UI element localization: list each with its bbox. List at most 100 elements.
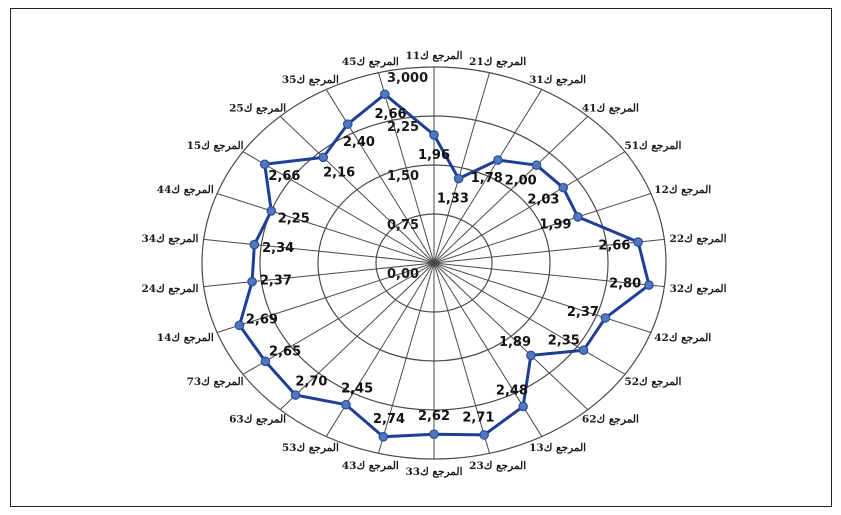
data-label: 2,70 bbox=[295, 375, 327, 390]
category-label: المرجع ك21 bbox=[469, 56, 526, 68]
category-label: المرجع ك33 bbox=[406, 466, 463, 478]
spoke-10 bbox=[433, 262, 626, 375]
spoke-22 bbox=[216, 193, 435, 264]
data-point bbox=[493, 155, 503, 165]
data-label: 2,66 bbox=[268, 169, 300, 184]
spoke-20 bbox=[203, 262, 435, 288]
spoke-24 bbox=[279, 115, 435, 264]
data-point bbox=[378, 432, 389, 442]
category-label: المرجع ك62 bbox=[582, 414, 639, 426]
data-label: 2,45 bbox=[341, 382, 373, 397]
category-label: المرجع ك51 bbox=[624, 140, 681, 152]
spoke-5 bbox=[433, 151, 626, 264]
data-label: 2,03 bbox=[527, 193, 559, 208]
category-label: المرجع ك73 bbox=[187, 376, 244, 388]
data-label: 1,33 bbox=[437, 191, 469, 206]
data-label: 2,65 bbox=[269, 344, 301, 359]
radial-tick-label: 1,50 bbox=[387, 169, 419, 184]
spoke-17 bbox=[279, 262, 435, 411]
category-label: المرجع ك53 bbox=[282, 442, 339, 454]
spoke-23 bbox=[242, 151, 435, 264]
data-point bbox=[633, 237, 644, 247]
spoke-11 bbox=[433, 262, 589, 411]
data-point bbox=[247, 276, 257, 287]
category-label: المرجع ك13 bbox=[529, 442, 586, 454]
radial-tick-label: 0,75 bbox=[387, 218, 419, 233]
radial-tick-label: 2,25 bbox=[387, 120, 419, 135]
data-point bbox=[429, 429, 439, 439]
spoke-19 bbox=[216, 262, 435, 333]
data-label: 2,71 bbox=[462, 410, 494, 425]
spoke-26 bbox=[377, 72, 435, 264]
spoke-13 bbox=[433, 262, 491, 454]
spoke-7 bbox=[433, 238, 665, 264]
data-point bbox=[266, 206, 277, 216]
category-label: المرجع ك44 bbox=[157, 184, 214, 196]
data-point bbox=[558, 182, 568, 193]
data-point bbox=[578, 345, 589, 356]
radar-chart: 0,00 0,75 1,50 2,25 3,000 المرجع ك11 المرجع ك2… bbox=[141, 50, 727, 478]
spoke-25 bbox=[325, 89, 435, 264]
spoke-21 bbox=[203, 238, 435, 264]
data-label: 1,89 bbox=[499, 335, 531, 350]
category-label: المرجع ك31 bbox=[529, 74, 586, 86]
category-label: المرجع ك35 bbox=[282, 74, 339, 86]
data-point bbox=[234, 320, 245, 331]
category-label: المرجع ك45 bbox=[342, 56, 399, 68]
category-label: المرجع ك32 bbox=[670, 283, 727, 295]
data-label: 2,35 bbox=[548, 333, 580, 348]
data-label: 2,66 bbox=[598, 238, 630, 253]
data-label: 2,66 bbox=[374, 107, 406, 122]
category-label: المرجع ك52 bbox=[624, 376, 681, 388]
data-point bbox=[249, 239, 260, 250]
category-label: المرجع ك42 bbox=[654, 332, 711, 344]
category-label: المرجع ك41 bbox=[582, 102, 639, 114]
spoke-6 bbox=[433, 193, 652, 264]
data-point bbox=[429, 130, 439, 140]
category-label: المرجع ك25 bbox=[229, 102, 286, 114]
data-point bbox=[479, 430, 489, 440]
data-label: 2,40 bbox=[343, 135, 375, 150]
data-point bbox=[290, 390, 301, 400]
data-point bbox=[341, 399, 351, 410]
category-label: المرجع ك12 bbox=[654, 184, 711, 196]
data-label: 2,48 bbox=[496, 383, 528, 398]
data-point bbox=[342, 119, 353, 129]
category-label: المرجع ك22 bbox=[670, 233, 727, 245]
data-point bbox=[644, 280, 654, 290]
category-label: المرجع ك23 bbox=[469, 460, 526, 472]
data-point bbox=[260, 356, 271, 367]
data-point bbox=[259, 159, 270, 170]
data-label: 2,69 bbox=[246, 313, 278, 328]
spoke-18 bbox=[242, 262, 435, 375]
data-label: 2,00 bbox=[505, 174, 537, 189]
category-label: المرجع ك15 bbox=[187, 140, 244, 152]
data-point bbox=[379, 89, 390, 100]
chart-frame: 0,00 0,75 1,50 2,25 3,000 المرجع ك11 المرجع ك2… bbox=[10, 8, 832, 507]
spoke-3 bbox=[433, 89, 543, 264]
spoke-2 bbox=[433, 72, 491, 264]
spoke-8 bbox=[433, 262, 665, 288]
radial-tick-label: 3,000 bbox=[387, 71, 428, 86]
category-label: المرجع ك24 bbox=[141, 283, 198, 295]
data-point bbox=[526, 350, 536, 361]
data-point bbox=[318, 152, 329, 163]
spoke-15 bbox=[377, 262, 435, 454]
data-label: 2,25 bbox=[278, 212, 310, 227]
data-point bbox=[518, 401, 528, 412]
data-point bbox=[531, 160, 542, 170]
category-label: المرجع ك11 bbox=[406, 50, 463, 62]
spoke-9 bbox=[433, 262, 652, 333]
category-label: المرجع ك14 bbox=[157, 332, 214, 344]
data-label: 2,37 bbox=[567, 305, 599, 320]
radial-tick-label: 0,00 bbox=[387, 267, 419, 282]
category-label: المرجع ك43 bbox=[342, 460, 399, 472]
data-label: 2,80 bbox=[609, 277, 641, 292]
data-point bbox=[453, 173, 464, 184]
data-label: 1,99 bbox=[539, 218, 571, 233]
data-label: 2,37 bbox=[260, 273, 292, 288]
category-label: المرجع ك63 bbox=[229, 414, 286, 426]
data-label: 2,34 bbox=[262, 241, 294, 256]
data-point bbox=[573, 212, 583, 222]
data-label: 2,16 bbox=[323, 166, 355, 181]
